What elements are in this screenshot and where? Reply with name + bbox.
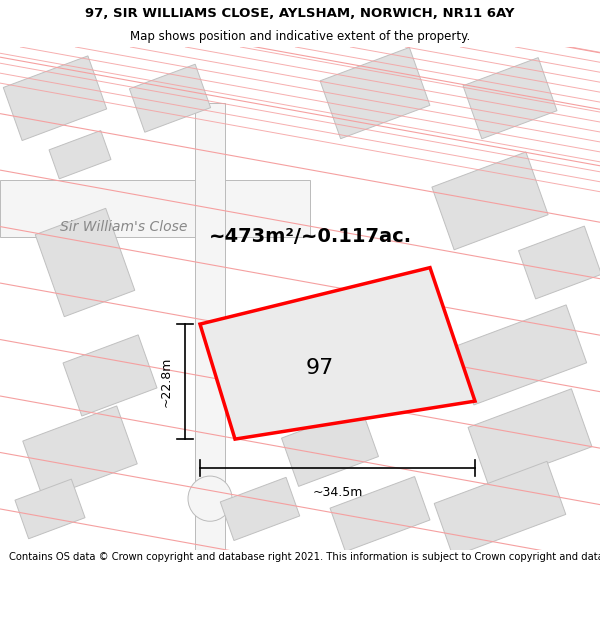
Polygon shape [320, 48, 430, 139]
Polygon shape [220, 478, 300, 541]
Text: ~34.5m: ~34.5m [313, 486, 362, 499]
Polygon shape [330, 476, 430, 552]
Polygon shape [200, 268, 475, 439]
Polygon shape [195, 103, 225, 550]
Polygon shape [463, 58, 557, 139]
Polygon shape [432, 152, 548, 250]
Text: Contains OS data © Crown copyright and database right 2021. This information is : Contains OS data © Crown copyright and d… [9, 552, 600, 562]
Text: Map shows position and indicative extent of the property.: Map shows position and indicative extent… [130, 31, 470, 44]
Polygon shape [454, 305, 587, 405]
Text: Sir William's Close: Sir William's Close [60, 219, 187, 234]
Polygon shape [23, 406, 137, 499]
Text: 97: 97 [306, 358, 334, 378]
Polygon shape [15, 479, 85, 539]
Polygon shape [434, 461, 566, 556]
Polygon shape [518, 226, 600, 299]
Text: ~473m²/~0.117ac.: ~473m²/~0.117ac. [208, 228, 412, 246]
Polygon shape [0, 181, 310, 237]
Polygon shape [49, 131, 111, 179]
Text: 97, SIR WILLIAMS CLOSE, AYLSHAM, NORWICH, NR11 6AY: 97, SIR WILLIAMS CLOSE, AYLSHAM, NORWICH… [85, 7, 515, 20]
Polygon shape [281, 408, 379, 486]
Polygon shape [130, 64, 211, 132]
Circle shape [188, 476, 232, 521]
Polygon shape [63, 335, 157, 416]
Polygon shape [468, 389, 592, 486]
Polygon shape [4, 56, 107, 141]
Polygon shape [35, 208, 135, 317]
Text: ~22.8m: ~22.8m [160, 356, 173, 407]
